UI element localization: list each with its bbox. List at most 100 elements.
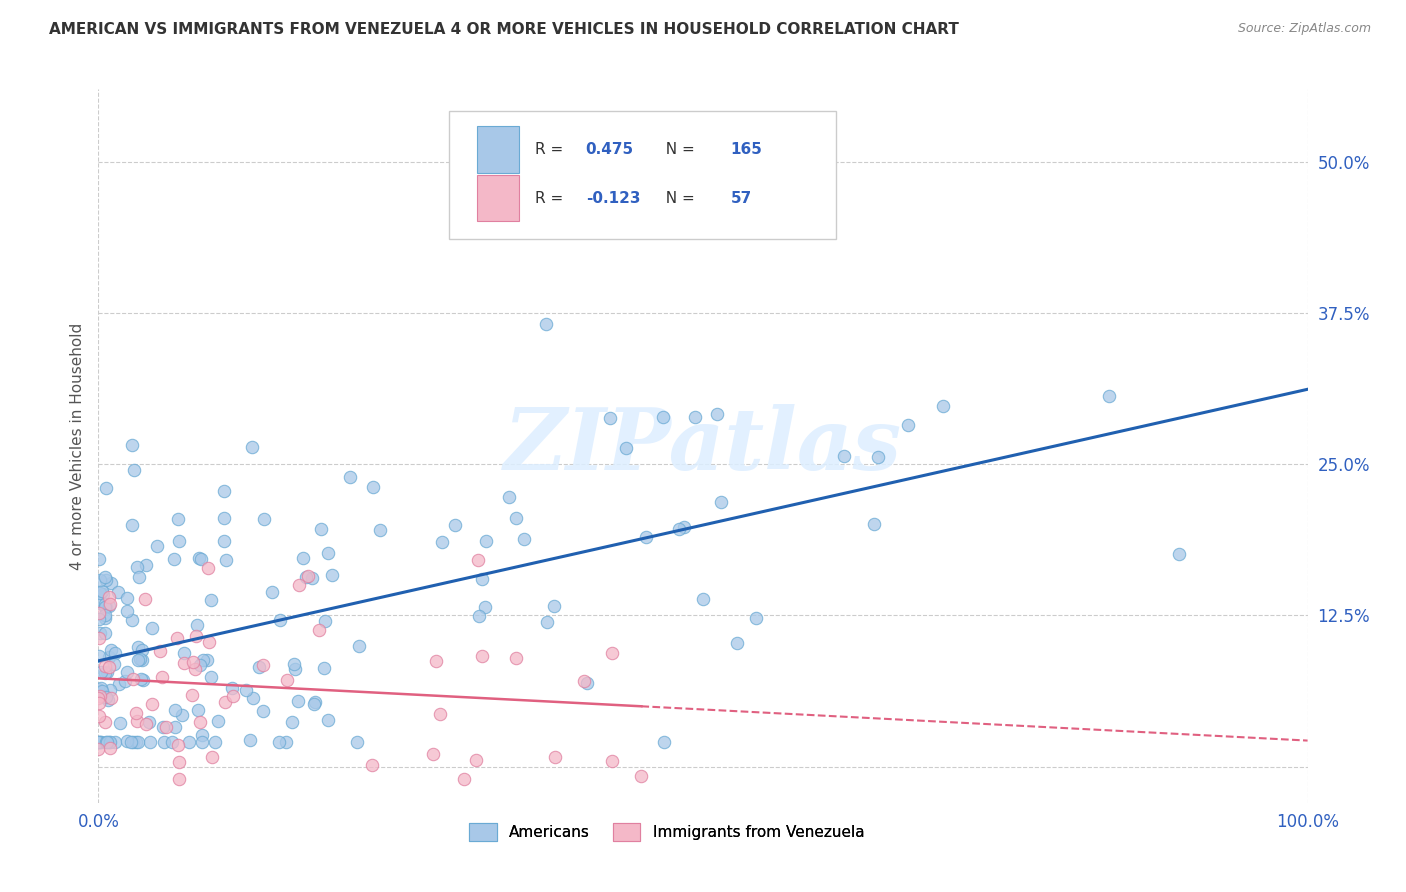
Point <box>221 681 243 695</box>
Point <box>124 706 146 720</box>
Point <box>87 708 110 723</box>
Point <box>360 758 382 772</box>
Point <box>191 735 214 749</box>
Point <box>93 599 115 614</box>
Point <box>129 672 152 686</box>
Point <box>212 511 235 525</box>
Point <box>96 735 118 749</box>
Point <box>287 694 309 708</box>
Point <box>124 463 146 477</box>
Point <box>710 495 733 509</box>
Point <box>138 715 160 730</box>
Point <box>181 655 204 669</box>
Point <box>474 600 496 615</box>
Point <box>281 714 304 729</box>
Point <box>108 677 131 691</box>
Point <box>167 755 190 769</box>
Point <box>129 652 152 666</box>
Point <box>121 518 143 533</box>
Point <box>89 689 111 703</box>
Point <box>471 648 494 663</box>
Legend: Americans, Immigrants from Venezuela: Americans, Immigrants from Venezuela <box>461 816 872 848</box>
Point <box>91 683 114 698</box>
Point <box>652 410 675 425</box>
Point <box>422 747 444 761</box>
Point <box>188 714 211 729</box>
Point <box>197 561 219 575</box>
Point <box>204 735 226 749</box>
Text: ZIPatlas: ZIPatlas <box>503 404 903 488</box>
Point <box>87 612 110 626</box>
Point <box>153 735 176 749</box>
Point <box>544 750 567 764</box>
Point <box>897 417 920 432</box>
Point <box>98 597 121 611</box>
Point <box>94 715 117 730</box>
Point <box>239 732 262 747</box>
Point <box>274 735 297 749</box>
Point <box>89 735 111 749</box>
Point <box>235 683 257 698</box>
Point <box>94 658 117 673</box>
Point <box>100 735 122 749</box>
Point <box>145 540 167 554</box>
Point <box>294 570 316 584</box>
Point <box>115 733 138 747</box>
Point <box>685 410 707 425</box>
Y-axis label: 4 or more Vehicles in Household: 4 or more Vehicles in Household <box>69 322 84 570</box>
Point <box>706 407 728 421</box>
Point <box>207 714 229 728</box>
Point <box>94 625 117 640</box>
Point <box>475 533 498 548</box>
Point <box>187 703 209 717</box>
Point <box>117 665 139 680</box>
Point <box>135 717 157 731</box>
Point <box>536 615 558 629</box>
Point <box>184 629 207 643</box>
Text: Source: ZipAtlas.com: Source: ZipAtlas.com <box>1237 22 1371 36</box>
Point <box>125 735 148 749</box>
Point <box>173 646 195 660</box>
Point <box>94 665 117 680</box>
Point <box>304 695 326 709</box>
Point <box>97 692 120 706</box>
Point <box>304 698 326 712</box>
Point <box>1098 389 1121 403</box>
Point <box>260 584 283 599</box>
Point <box>98 660 121 674</box>
Point <box>127 735 149 749</box>
Text: N =: N = <box>655 142 699 157</box>
Point <box>190 552 212 566</box>
Text: R =: R = <box>534 191 568 205</box>
Point <box>866 450 889 464</box>
FancyBboxPatch shape <box>477 127 519 173</box>
Point <box>318 546 340 560</box>
Point <box>120 735 142 749</box>
Point <box>543 599 565 614</box>
Point <box>125 714 148 728</box>
Point <box>252 704 274 718</box>
Point <box>97 649 120 664</box>
Point <box>347 639 370 653</box>
Point <box>87 631 110 645</box>
Point <box>134 592 156 607</box>
Point <box>104 735 127 749</box>
Point <box>94 597 117 611</box>
Point <box>121 438 143 452</box>
Point <box>692 591 714 606</box>
Point <box>269 613 291 627</box>
Point <box>200 592 222 607</box>
Point <box>89 626 111 640</box>
Point <box>321 567 343 582</box>
Point <box>430 534 453 549</box>
Point <box>444 517 467 532</box>
Point <box>267 735 290 749</box>
FancyBboxPatch shape <box>449 111 837 239</box>
Point <box>139 735 162 749</box>
Point <box>301 570 323 584</box>
Point <box>314 614 336 628</box>
Point <box>188 550 211 565</box>
Point <box>87 741 110 756</box>
Point <box>253 512 276 526</box>
Point <box>94 735 117 749</box>
